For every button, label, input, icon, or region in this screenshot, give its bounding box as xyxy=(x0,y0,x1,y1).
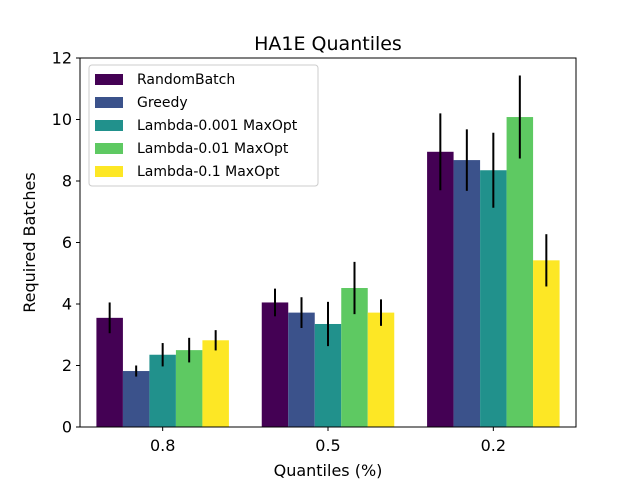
legend-swatch-2 xyxy=(95,120,123,131)
legend-label-3: Lambda-0.01 MaxOpt xyxy=(137,141,289,157)
x-axis: 0.8 0.5 0.2 xyxy=(150,427,506,455)
bar-1-2 xyxy=(453,160,481,427)
bar-4-2 xyxy=(533,260,560,427)
legend-swatch-1 xyxy=(95,97,123,108)
bar-0-0 xyxy=(96,317,123,427)
y-tick-label-0: 0 xyxy=(62,418,72,437)
x-axis-label: Quantiles (%) xyxy=(274,461,383,480)
bars-group xyxy=(96,117,560,428)
legend-label-4: Lambda-0.1 MaxOpt xyxy=(137,164,280,180)
bar-3-0 xyxy=(175,350,203,427)
bar-1-0 xyxy=(122,371,150,427)
y-tick-label-2: 4 xyxy=(62,295,72,314)
legend-label-0: RandomBatch xyxy=(137,72,235,88)
plot-frame xyxy=(79,57,577,428)
bar-4-0 xyxy=(202,340,229,427)
y-axis-label: Required Batches xyxy=(20,172,39,312)
chart-title: HA1E Quantiles xyxy=(254,33,402,55)
x-tick-label-1: 0.5 xyxy=(315,436,340,455)
y-axis: 0 2 4 6 8 10 12 xyxy=(52,49,80,437)
bar-4-1 xyxy=(367,312,395,427)
y-tick-label-5: 10 xyxy=(52,110,72,129)
bar-0-2 xyxy=(427,151,454,427)
legend-swatch-0 xyxy=(95,74,123,85)
y-tick-label-1: 2 xyxy=(62,356,72,375)
bar-0-1 xyxy=(261,302,289,427)
y-tick-label-4: 8 xyxy=(62,172,72,191)
bar-2-0 xyxy=(149,354,176,427)
error-bars-group xyxy=(108,75,548,377)
legend-label-1: Greedy xyxy=(137,95,188,111)
y-tick-label-3: 6 xyxy=(62,233,72,252)
x-tick-label-0: 0.8 xyxy=(150,436,175,455)
bar-2-2 xyxy=(480,170,507,428)
x-tick-label-2: 0.2 xyxy=(481,436,506,455)
bar-1-1 xyxy=(288,312,315,427)
legend-swatch-3 xyxy=(95,143,123,154)
legend-box xyxy=(88,64,319,187)
legend-label-2: Lambda-0.001 MaxOpt xyxy=(137,118,298,134)
y-tick-label-6: 12 xyxy=(52,49,72,68)
legend: RandomBatch Greedy Lambda-0.001 MaxOpt Lamb… xyxy=(88,64,319,187)
bar-3-2 xyxy=(506,117,534,427)
legend-swatch-4 xyxy=(95,166,123,177)
